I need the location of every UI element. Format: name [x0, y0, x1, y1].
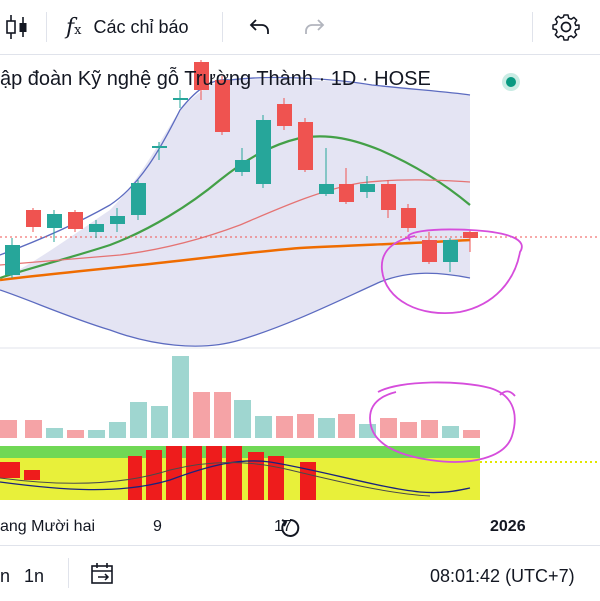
- volume-bar: [463, 430, 480, 438]
- oscillator-signal-line: [0, 462, 431, 497]
- oscillator-red-bar: [166, 446, 182, 500]
- candle: [47, 210, 62, 242]
- oscillator-line: [0, 460, 471, 494]
- volume-bar: [255, 416, 272, 438]
- top-toolbar: fx Các chỉ báo: [0, 0, 600, 55]
- x-axis-label-2026: 2026: [490, 518, 526, 535]
- toolbar-divider: [222, 12, 223, 42]
- candle: [298, 118, 313, 172]
- bollinger-lower-line: [0, 272, 471, 347]
- candle: [443, 238, 458, 272]
- candle: [381, 180, 396, 218]
- range-button-n[interactable]: n: [0, 566, 11, 586]
- candle: [339, 168, 354, 204]
- volume-bar: [276, 416, 293, 438]
- bottom-divider: [68, 558, 69, 588]
- volume-bar: [442, 426, 459, 438]
- candle: [26, 208, 41, 232]
- candle: [235, 148, 250, 176]
- candle: [152, 142, 167, 160]
- redo-icon: [305, 19, 325, 34]
- ma-red-line: [0, 179, 471, 266]
- candle: [256, 115, 271, 188]
- volume-bars: [0, 356, 480, 438]
- oscillator-red-bar: [24, 470, 40, 480]
- candlestick-icon[interactable]: [0, 10, 34, 44]
- candles: [5, 60, 478, 278]
- clock-time[interactable]: 08:01:42 (UTC+7): [430, 566, 575, 586]
- candle: [277, 98, 292, 130]
- volume-bar: [67, 430, 84, 438]
- gear-icon: [552, 14, 580, 41]
- toolbar-divider: [532, 12, 533, 42]
- volume-bar: [193, 392, 210, 438]
- candle: [360, 176, 375, 198]
- candle: [5, 238, 20, 278]
- volume-bar: [172, 356, 189, 438]
- annotation-tick: [499, 390, 516, 397]
- volume-bar: [380, 418, 397, 438]
- x-axis-label-month: ang Mười hai: [0, 518, 96, 535]
- range-button-1n[interactable]: 1n: [24, 566, 45, 586]
- date-range-button[interactable]: [90, 562, 116, 591]
- candle: [422, 232, 437, 264]
- volume-bar: [338, 414, 355, 438]
- undo-button[interactable]: [244, 12, 276, 42]
- x-axis-label-17: 17: [274, 518, 292, 535]
- volume-bar: [88, 430, 105, 438]
- candle: [319, 148, 334, 196]
- volume-bar: [234, 400, 251, 438]
- market-status-dot: [502, 73, 520, 91]
- oscillator-red-bar: [300, 462, 316, 500]
- replay-icon: [281, 518, 300, 537]
- candle: [89, 220, 104, 238]
- candle: [131, 180, 146, 220]
- candle: [401, 204, 416, 232]
- candle: [68, 210, 83, 232]
- volume-bar: [421, 420, 438, 438]
- undo-icon: [249, 19, 269, 34]
- volume-bar: [25, 420, 42, 438]
- candle: [215, 76, 230, 135]
- candle: [173, 90, 188, 108]
- candle: [110, 208, 125, 232]
- oscillator-pane: [0, 446, 600, 500]
- candle: [194, 60, 209, 100]
- symbol-title: ập đoàn Kỹ nghệ gỗ Trường Thành · 1D · H…: [0, 68, 431, 90]
- toolbar-divider: [46, 12, 47, 42]
- fx-icon: fx: [66, 14, 82, 40]
- oscillator-red-bar: [226, 446, 242, 500]
- price-chart[interactable]: [0, 54, 600, 552]
- x-axis-label-9: 9: [153, 518, 162, 535]
- volume-bar: [151, 406, 168, 438]
- settings-button[interactable]: [550, 11, 582, 43]
- oscillator-red-bar: [248, 452, 264, 500]
- volume-bar: [400, 422, 417, 438]
- oscillator-red-bar: [0, 462, 20, 478]
- oscillator-red-bar: [206, 446, 222, 500]
- chart-canvas: [0, 60, 600, 500]
- calendar-range-icon: [91, 563, 113, 584]
- volume-bar: [130, 402, 147, 438]
- oscillator-red-bar: [186, 446, 202, 500]
- indicators-button[interactable]: fx Các chỉ báo: [66, 12, 189, 42]
- ma-green-line: [0, 135, 471, 280]
- candle: [463, 230, 478, 252]
- volume-bar: [214, 392, 231, 438]
- volume-bar: [0, 420, 17, 438]
- annotation-circle-price: [381, 228, 523, 314]
- volume-bar: [318, 418, 335, 438]
- bollinger-band-fill: [0, 79, 470, 346]
- indicators-label: Các chỉ báo: [93, 16, 189, 37]
- volume-bar: [297, 414, 314, 438]
- oscillator-red-bar: [268, 456, 284, 500]
- volume-bar: [109, 422, 126, 438]
- bottom-bar: n 1n 08:01:42 (UTC+7): [0, 545, 600, 601]
- redo-button[interactable]: [298, 12, 330, 42]
- annotation-circle-volume: [369, 381, 516, 463]
- volume-bar: [46, 428, 63, 438]
